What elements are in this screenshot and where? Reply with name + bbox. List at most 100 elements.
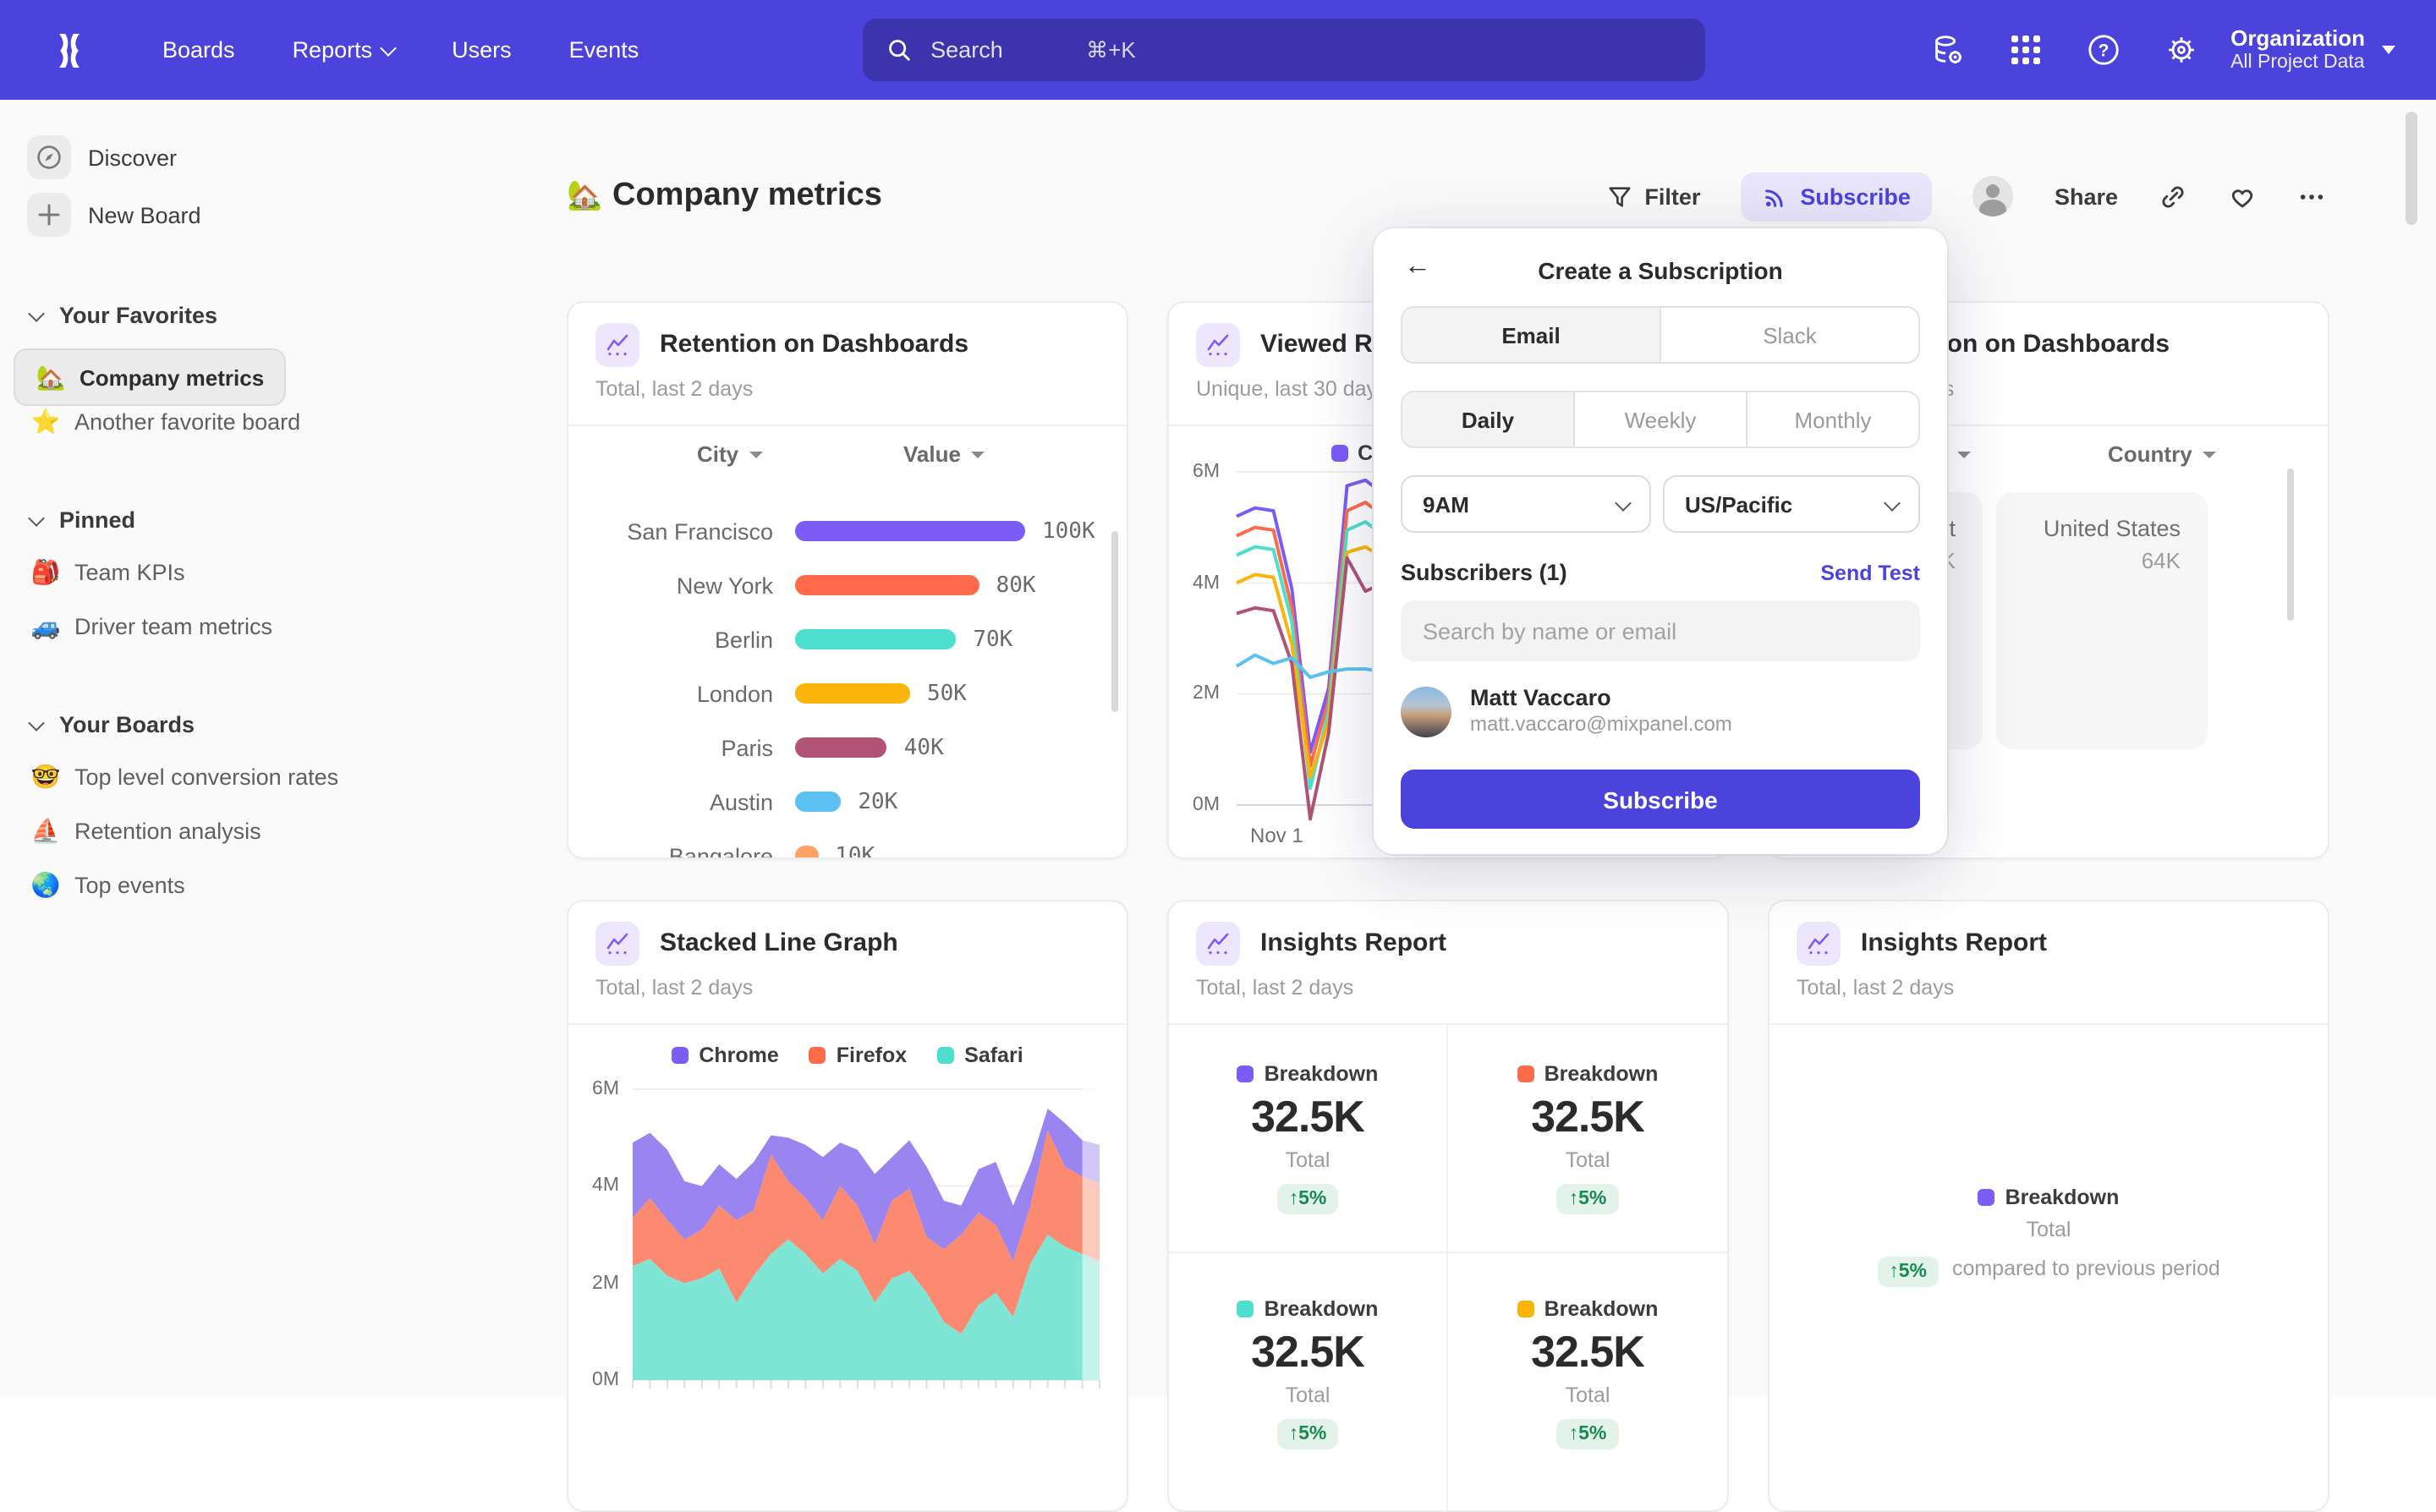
table-row-san-francisco: San Francisco 100K: [568, 514, 1127, 548]
tab-daily[interactable]: Daily: [1402, 392, 1575, 446]
row-label: New York: [676, 572, 773, 598]
subscriber-avatar: [1401, 686, 1451, 737]
tab-slack[interactable]: Slack: [1661, 308, 1918, 362]
area-series-firefox: [633, 1130, 1100, 1334]
metric-quadrant-2[interactable]: Breakdown 32.5K Total ↑5%: [1448, 1023, 1727, 1253]
page-scrollbar[interactable]: [2406, 112, 2417, 225]
sidebar-item-discover[interactable]: Discover: [14, 130, 389, 184]
row-value: 80K: [996, 572, 1036, 598]
filter-button[interactable]: Filter: [1607, 184, 1700, 209]
metric-quadrant-1[interactable]: Breakdown 32.5K Total ↑5%: [1169, 1023, 1448, 1253]
column-header-value[interactable]: Value: [903, 441, 985, 467]
sidebar-item-retention-analysis[interactable]: ⛵ Retention analysis: [30, 817, 261, 844]
back-arrow-icon[interactable]: ←: [1404, 252, 1431, 281]
sidebar-item-driver-team-metrics[interactable]: 🚙 Driver team metrics: [30, 612, 273, 639]
chevron-down-icon: [28, 304, 45, 321]
help-icon[interactable]: ?: [2085, 31, 2122, 68]
delta-badge: ↑5%: [1276, 1183, 1339, 1213]
x-tick: Nov 1: [1250, 824, 1303, 847]
metric-quadrant-3[interactable]: Breakdown 32.5K Total ↑5%: [1169, 1253, 1448, 1510]
card-header: Insights Report Total, last 2 days: [1769, 901, 2328, 1025]
sidebar-item-team-kpis[interactable]: 🎒 Team KPIs: [30, 558, 185, 585]
search-input[interactable]: [927, 36, 1730, 64]
nav-boards[interactable]: Boards: [162, 37, 235, 63]
creator-avatar[interactable]: [1972, 176, 2014, 216]
settings-gear-icon[interactable]: [2163, 31, 2200, 68]
board-header: 🏡 Company metrics Filter Subscribe Share: [567, 167, 2326, 225]
row-bar[interactable]: [795, 683, 910, 704]
board-actions: Filter Subscribe Share: [1607, 172, 2326, 221]
legend-chip: [1330, 445, 1348, 462]
sidebar-item-top-level-conversion-rates[interactable]: 🤓 Top level conversion rates: [30, 763, 339, 790]
legend-chip: [937, 1047, 955, 1064]
card-header: Stacked Line Graph Total, last 2 days: [568, 901, 1127, 1025]
card-subtitle: Total, last 2 days: [1196, 976, 1354, 1000]
group-tile-country[interactable]: United States 64K: [1996, 492, 2208, 749]
board-emoji-icon: 🤓: [30, 763, 61, 790]
time-select[interactable]: 9AM: [1401, 475, 1651, 533]
column-header-city[interactable]: City: [697, 441, 763, 467]
row-bar[interactable]: [795, 846, 819, 857]
row-bar[interactable]: [795, 575, 979, 595]
board-content: 🏡 Company metrics Filter Subscribe Share: [403, 100, 2436, 1512]
card-scrollbar[interactable]: [2287, 468, 2294, 621]
card-retention-table: Retention on Dashboards Total, last 2 da…: [567, 301, 1128, 859]
sidebar-section-pinned[interactable]: Pinned: [14, 494, 389, 545]
card-subtitle: Total, last 2 days: [595, 976, 754, 1000]
favorite-heart-icon[interactable]: [2228, 182, 2257, 211]
copy-link-icon[interactable]: [2159, 182, 2187, 211]
sidebar-item-company-metrics[interactable]: 🏡 Company metrics: [14, 348, 287, 406]
report-chart-icon: [1196, 922, 1240, 966]
sidebar-item-top-events[interactable]: 🌏 Top events: [30, 871, 185, 898]
row-value: 40K: [903, 735, 944, 760]
org-switcher[interactable]: Organization All Project Data: [2230, 25, 2395, 74]
tab-email[interactable]: Email: [1402, 308, 1661, 362]
data-management-icon[interactable]: [1929, 31, 1967, 68]
table-row-berlin: Berlin 70K: [568, 622, 1127, 656]
row-bar[interactable]: [795, 737, 887, 758]
metric-value: 32.5K: [1251, 1090, 1365, 1141]
more-options-icon[interactable]: [2297, 182, 2326, 211]
table-row-bangalore: Bangalore 10K: [568, 839, 1127, 857]
share-button[interactable]: Share: [2054, 184, 2118, 209]
row-bar[interactable]: [795, 629, 957, 649]
apps-grid-icon[interactable]: [2007, 31, 2044, 68]
table-row-london: London 50K: [568, 677, 1127, 710]
row-bar[interactable]: [795, 792, 842, 812]
legend-item[interactable]: Firefox: [809, 1044, 907, 1067]
column-header-country[interactable]: Country: [2108, 441, 2216, 467]
metric-sub: Total: [1285, 1148, 1330, 1171]
nav-users[interactable]: Users: [452, 37, 512, 63]
row-bar[interactable]: [795, 521, 1025, 541]
legend-chip: [809, 1047, 826, 1064]
card-scrollbar[interactable]: [1111, 531, 1118, 712]
primary-nav: Boards Reports Users Events: [162, 37, 639, 63]
card-title: Insights Report: [1861, 929, 2048, 957]
sidebar-item-new-board[interactable]: New Board: [14, 188, 389, 242]
sidebar-section-your-boards[interactable]: Your Boards: [14, 698, 389, 749]
nav-events[interactable]: Events: [568, 37, 639, 63]
nav-reports[interactable]: Reports: [293, 37, 398, 63]
table-row-austin: Austin 20K: [568, 785, 1127, 819]
metric-quadrant-4[interactable]: Breakdown 32.5K Total ↑5%: [1448, 1253, 1727, 1510]
subscriber-search-input[interactable]: [1401, 600, 1920, 661]
legend-item[interactable]: Chrome: [672, 1044, 779, 1067]
tab-weekly[interactable]: Weekly: [1575, 392, 1747, 446]
timezone-select[interactable]: US/Pacific: [1663, 475, 1920, 533]
sidebar-section-your-favorites[interactable]: Your Favorites: [14, 289, 389, 340]
sidebar: Discover New Board Your Favorites🙂Your B…: [0, 100, 404, 1397]
y-tick: 2M: [1193, 683, 1220, 704]
send-test-link[interactable]: Send Test: [1820, 561, 1920, 584]
mixpanel-logo-icon[interactable]: [44, 25, 95, 75]
metric-sub: Total: [2026, 1218, 2071, 1241]
report-chart-icon: [595, 323, 639, 367]
rss-icon: [1765, 189, 1783, 206]
tab-monthly[interactable]: Monthly: [1747, 392, 1918, 446]
board-emoji-icon: 🎒: [30, 558, 61, 585]
subscribe-button[interactable]: Subscribe: [1741, 172, 1933, 221]
subscribe-submit-button[interactable]: Subscribe: [1401, 770, 1920, 829]
legend-item[interactable]: Safari: [937, 1044, 1023, 1067]
sidebar-item-another-favorite-board[interactable]: ⭐ Another favorite board: [30, 408, 301, 435]
subscriber-list-item[interactable]: Matt Vaccaro matt.vaccaro@mixpanel.com: [1401, 685, 1732, 737]
global-search[interactable]: ⌘+K: [863, 19, 1730, 81]
